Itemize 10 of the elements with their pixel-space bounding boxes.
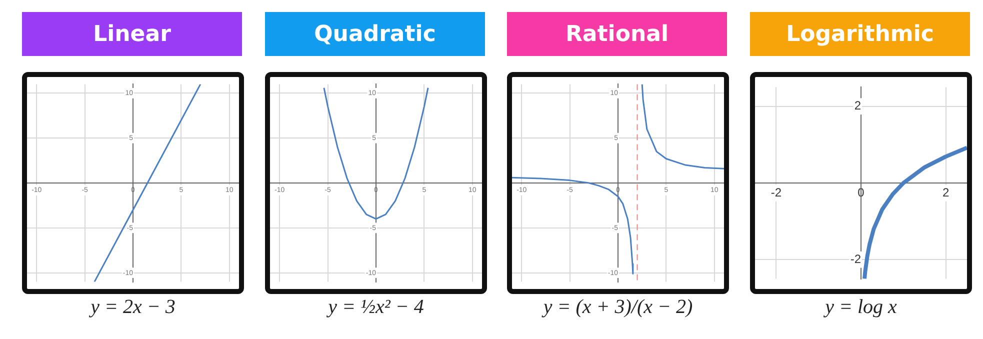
text: y = log x [822,296,898,319]
text: y = 2x − 3 [88,296,176,319]
text: y = (x + 3)/(x − 2) [540,296,694,319]
chart-title: Linear [22,12,242,56]
text: y = ½x² − 4 [326,296,425,319]
chart-title: Logarithmic [750,12,970,56]
chart-title: Quadratic [265,12,485,56]
x-tick-label: 2 [942,186,950,200]
x-tick-label: -2 [770,186,782,200]
chart-title: Rational [507,12,727,56]
